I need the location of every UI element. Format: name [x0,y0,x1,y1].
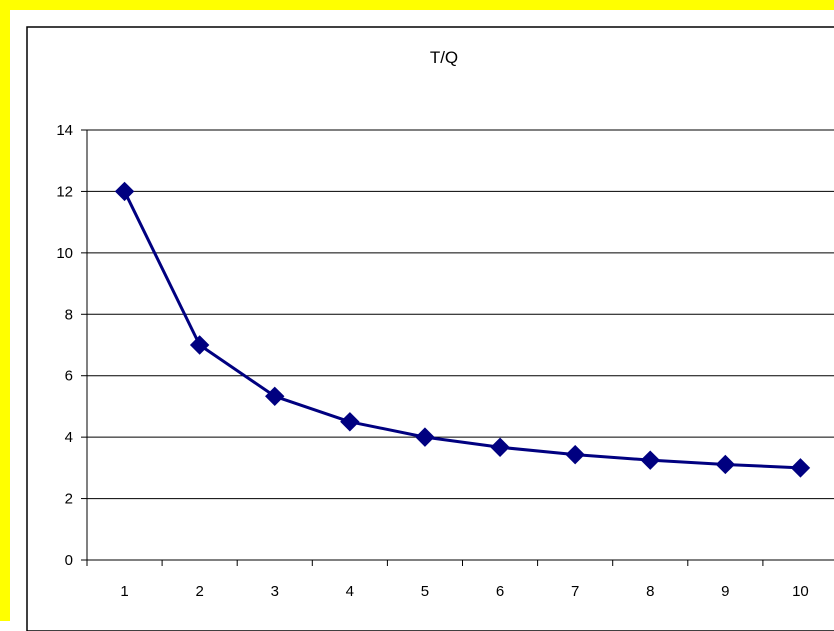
data-point-marker [415,427,435,447]
y-tick-label: 4 [65,429,73,446]
x-tick-label: 10 [792,583,809,600]
y-tick-label: 0 [65,552,73,569]
chart-outer-border [26,26,834,631]
y-tick-label: 8 [65,306,73,323]
y-tick-label: 10 [56,245,73,262]
y-tick-label: 12 [56,183,73,200]
y-tick-label: 6 [65,368,73,385]
data-point-marker [265,386,285,407]
chart-title: T/Q [430,48,458,67]
x-tick-label: 5 [421,583,429,600]
y-tick-label: 2 [65,491,73,508]
x-tick-label: 8 [646,583,654,600]
data-point-marker [715,454,736,475]
gridlines [87,129,834,500]
data-point-marker [189,335,210,355]
x-tick-label: 3 [271,583,279,600]
x-tick-label: 4 [346,583,354,600]
x-tick-label: 2 [195,583,203,600]
x-tick-label: 7 [571,583,579,600]
x-tick-label: 9 [721,583,729,600]
data-point-marker [490,437,510,457]
x-tick-label: 6 [496,583,504,600]
series-line [123,190,801,470]
data-point-marker [340,412,360,432]
data-point-marker [565,444,585,465]
y-tick-label: 14 [56,122,73,139]
data-point-marker [114,181,135,202]
x-tick-label: 1 [120,583,128,600]
data-point-marker [790,458,811,478]
series-layer [114,181,811,478]
data-point-marker [640,450,660,470]
